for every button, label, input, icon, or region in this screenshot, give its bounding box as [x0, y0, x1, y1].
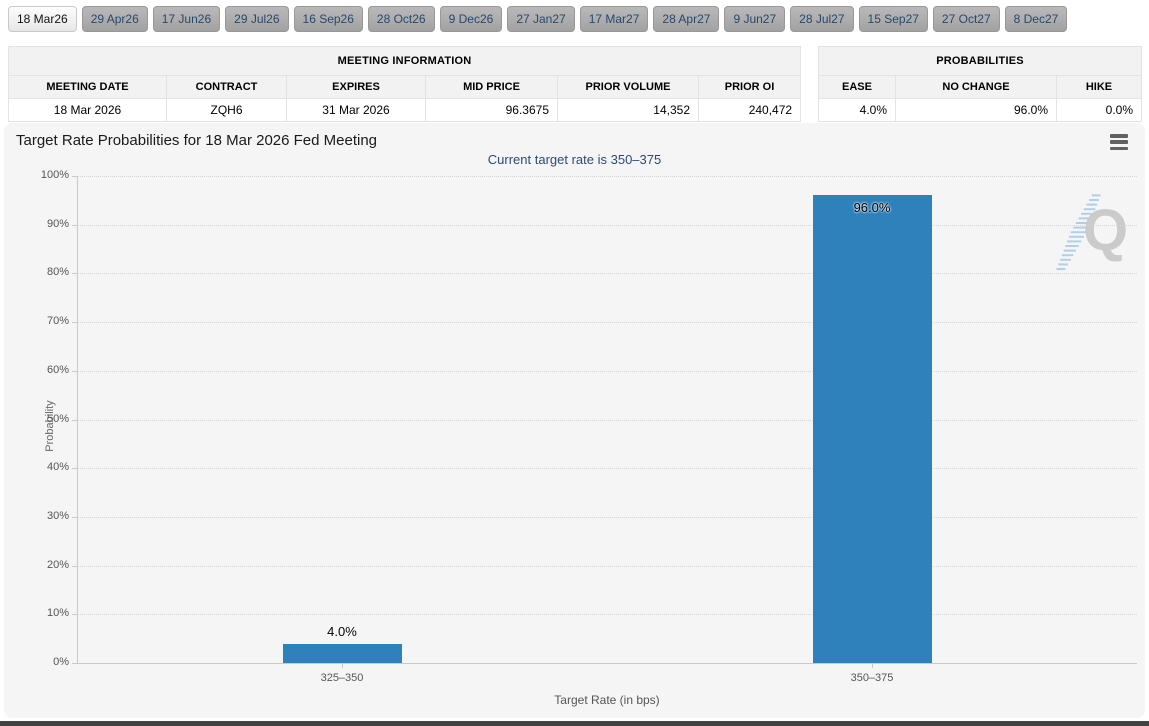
gridline-20	[77, 565, 1137, 567]
meeting-tab-15-sep27[interactable]: 15 Sep27	[858, 6, 928, 32]
meeting-date-tabs: 18 Mar26 29 Apr26 17 Jun26 29 Jul26 16 Sep26…	[8, 6, 1068, 32]
y-tick-50	[72, 419, 77, 421]
meeting-tab-8-dec27[interactable]: 8 Dec27	[1004, 6, 1068, 32]
hike-value: 0.0%	[1056, 98, 1142, 122]
x-tick	[872, 663, 873, 668]
bar-value-label: 96.0%	[853, 200, 891, 216]
y-tick-20	[72, 565, 77, 567]
chart-title: Target Rate Probabilities for 18 Mar 202…	[16, 132, 378, 149]
y-axis-label-0: 0%	[53, 656, 69, 668]
y-axis-label-50: 50%	[46, 412, 69, 425]
y-tick-0	[72, 663, 77, 664]
probabilities-table: PROBABILITIES EASE NO CHANGE HIKE 4.0% 9…	[818, 46, 1142, 122]
meeting-tab-28-apr27[interactable]: 28 Apr27	[653, 6, 720, 32]
col-contract: CONTRACT	[166, 75, 287, 99]
meeting-tab-17-jun26[interactable]: 17 Jun26	[152, 6, 221, 32]
meeting-tab-28-jul27[interactable]: 28 Jul27	[790, 6, 854, 32]
y-axis-label-10: 10%	[46, 607, 69, 620]
y-tick-70	[72, 322, 77, 324]
x-axis-line	[77, 663, 1137, 664]
expires-value: 31 Mar 2026	[286, 98, 426, 122]
mid-price-value: 96.3675	[425, 98, 558, 122]
table-row: 4.0% 96.0% 0.0%	[818, 98, 1142, 122]
meeting-tab-9-dec26[interactable]: 9 Dec26	[439, 6, 503, 32]
x-axis-title: Target Rate (in bps)	[554, 693, 660, 707]
meeting-information-table: MEETING INFORMATION MEETING DATE CONTRAC…	[7, 46, 802, 122]
meeting-tab-28-oct26[interactable]: 28 Oct26	[367, 6, 435, 32]
x-axis-label-325-350: 325–350	[320, 672, 364, 684]
x-tick	[342, 663, 343, 668]
col-no-change: NO CHANGE	[895, 75, 1057, 99]
prior-oi-value: 240,472	[697, 98, 802, 122]
meeting-date-value: 18 Mar 2026	[8, 98, 167, 122]
meeting-tab-29-jul26[interactable]: 29 Jul26	[225, 6, 289, 32]
y-tick-10	[72, 614, 77, 616]
y-axis-label-80: 80%	[46, 266, 69, 279]
meeting-tab-27-jan27[interactable]: 27 Jan27	[507, 6, 575, 32]
target-rate-chart-card: Target Rate Probabilities for 18 Mar 202…	[4, 123, 1145, 718]
y-tick-90	[72, 224, 77, 226]
svg-text:Q: Q	[1083, 198, 1128, 263]
col-prior-oi: PRIOR OI	[697, 75, 802, 99]
chart-plot-area: Probability Target Rate (in bps) Q 0% 10%…	[41, 169, 1137, 707]
col-mid-price: MID PRICE	[425, 75, 558, 99]
x-axis-label-350-375: 350–375	[850, 672, 894, 684]
y-axis-label-90: 90%	[46, 217, 69, 230]
bar-value-label: 4.0%	[327, 623, 357, 639]
gridline-80	[77, 273, 1137, 275]
bottom-bar	[0, 721, 1149, 726]
bar-325-350[interactable]	[282, 643, 402, 663]
meeting-tab-29-apr26[interactable]: 29 Apr26	[81, 6, 148, 32]
gridline-50	[77, 419, 1137, 421]
chart-subtitle: Current target rate is 350–375	[487, 152, 662, 167]
y-tick-30	[72, 516, 77, 518]
gridline-40	[77, 468, 1137, 470]
col-expires: EXPIRES	[286, 75, 426, 99]
chart-menu-icon[interactable]	[1110, 134, 1128, 150]
col-ease: EASE	[818, 75, 896, 99]
meeting-tab-16-sep26[interactable]: 16 Sep26	[293, 6, 363, 32]
gridline-100	[77, 176, 1137, 177]
gridline-30	[77, 516, 1137, 518]
y-axis-title: Probability	[44, 399, 56, 452]
y-axis-label-40: 40%	[46, 461, 69, 474]
contract-value: ZQH6	[166, 98, 287, 122]
meeting-tab-9-jun27[interactable]: 9 Jun27	[724, 6, 786, 32]
bar-350-375[interactable]	[812, 195, 932, 663]
y-tick-80	[72, 273, 77, 275]
y-tick-100	[72, 176, 77, 177]
prior-volume-value: 14,352	[557, 98, 699, 122]
meeting-tab-18-mar26[interactable]: 18 Mar26	[8, 6, 77, 32]
meeting-information-title: MEETING INFORMATION	[7, 46, 802, 76]
y-axis-label-20: 20%	[46, 558, 69, 571]
meeting-tab-17-mar27[interactable]: 17 Mar27	[579, 6, 649, 32]
col-prior-volume: PRIOR VOLUME	[557, 75, 699, 99]
table-row: 18 Mar 2026 ZQH6 31 Mar 2026 96.3675 14,…	[8, 98, 802, 122]
probabilities-title: PROBABILITIES	[818, 46, 1142, 76]
gridline-10	[77, 614, 1137, 616]
y-axis-label-60: 60%	[46, 363, 69, 376]
y-axis-label-100: 100%	[40, 169, 69, 181]
quikstrike-q-watermark-icon: Q	[1056, 194, 1128, 270]
y-axis-label-30: 30%	[46, 509, 69, 522]
col-meeting-date: MEETING DATE	[8, 75, 167, 99]
y-tick-60	[72, 370, 77, 372]
no-change-value: 96.0%	[895, 98, 1057, 122]
ease-value: 4.0%	[818, 98, 896, 122]
col-hike: HIKE	[1056, 75, 1142, 99]
gridline-90	[77, 224, 1137, 226]
meeting-tab-27-oct27[interactable]: 27 Oct27	[932, 6, 1000, 32]
y-axis-label-70: 70%	[46, 315, 69, 328]
gridline-70	[77, 322, 1137, 324]
y-tick-40	[72, 468, 77, 470]
gridline-60	[77, 370, 1137, 372]
